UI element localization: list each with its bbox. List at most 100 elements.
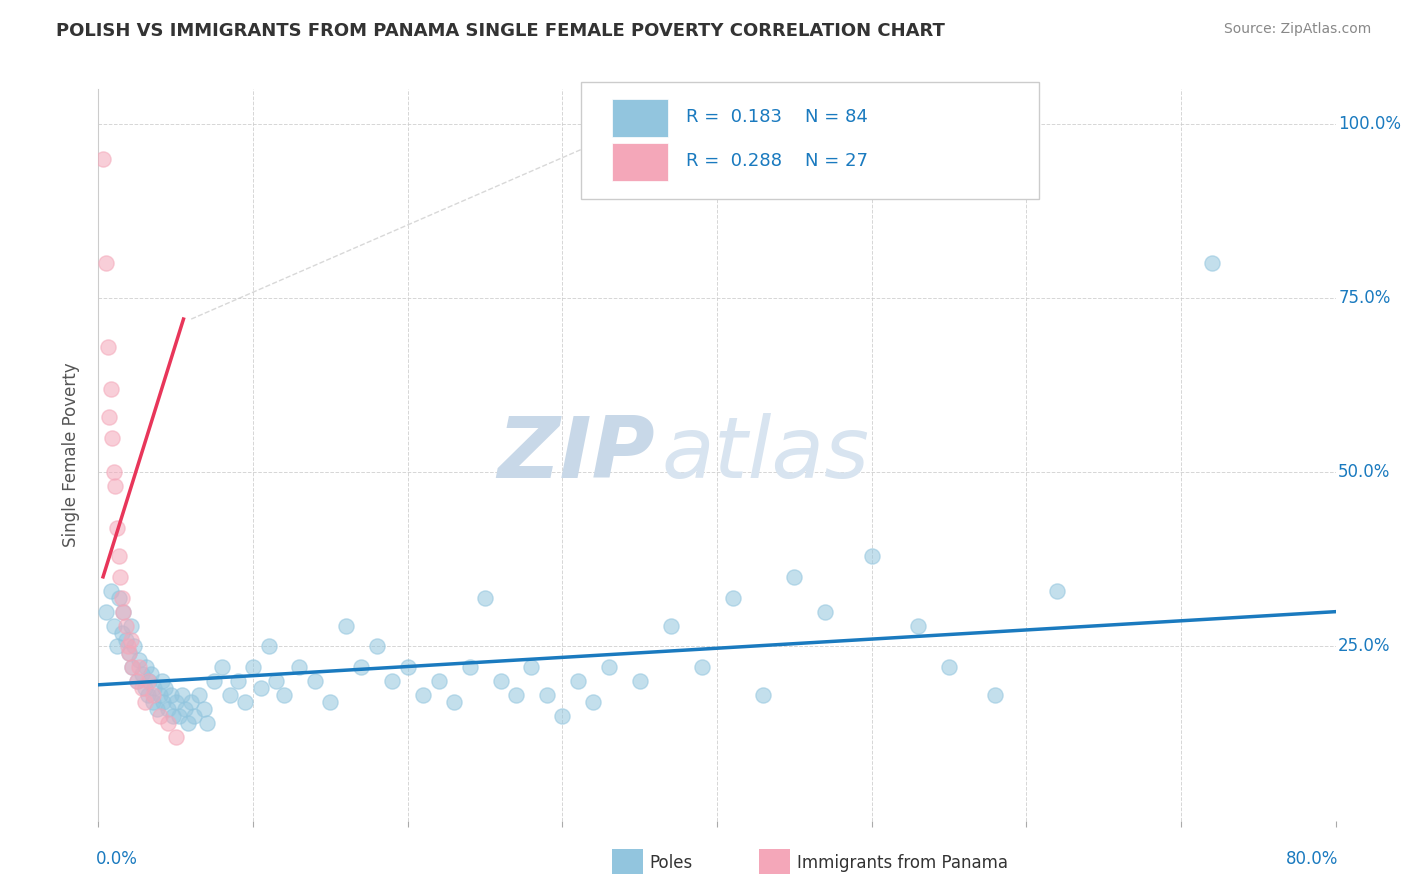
Y-axis label: Single Female Poverty: Single Female Poverty <box>62 363 80 547</box>
Point <box>628 674 651 689</box>
Point <box>111 591 132 605</box>
Text: 0.0%: 0.0% <box>96 850 138 868</box>
Point <box>165 730 187 744</box>
Point <box>104 479 127 493</box>
Point <box>233 695 257 709</box>
Point <box>350 660 373 674</box>
Point <box>195 716 218 731</box>
Point <box>183 709 205 723</box>
Point <box>474 591 496 605</box>
Point <box>264 674 288 689</box>
Point <box>257 640 280 654</box>
Point <box>458 660 481 674</box>
Point <box>536 688 558 702</box>
Point <box>112 605 135 619</box>
Point <box>97 340 120 354</box>
Point <box>117 640 139 654</box>
Point <box>91 152 114 166</box>
Point <box>96 256 118 270</box>
Point <box>984 688 1007 702</box>
Point <box>157 716 180 731</box>
Point <box>193 702 215 716</box>
Point <box>149 709 172 723</box>
Point <box>598 660 620 674</box>
Point <box>659 618 682 632</box>
Point <box>105 640 128 654</box>
Text: 80.0%: 80.0% <box>1286 850 1339 868</box>
Point <box>149 688 172 702</box>
Point <box>219 688 242 702</box>
Point <box>127 674 149 689</box>
Point <box>120 618 142 632</box>
Point <box>721 591 744 605</box>
Text: atlas: atlas <box>661 413 869 497</box>
Point <box>136 674 159 689</box>
Point <box>366 640 388 654</box>
Point <box>170 688 193 702</box>
Point <box>141 695 165 709</box>
Text: 75.0%: 75.0% <box>1339 289 1391 307</box>
Point <box>103 618 125 632</box>
Point <box>1046 583 1069 598</box>
Point <box>211 660 233 674</box>
Text: R =  0.183    N = 84: R = 0.183 N = 84 <box>686 108 868 126</box>
Point <box>131 667 153 681</box>
Point <box>551 709 574 723</box>
Point <box>120 632 142 647</box>
Point <box>100 382 122 396</box>
Point <box>107 549 129 563</box>
Point <box>860 549 883 563</box>
Text: Immigrants from Panama: Immigrants from Panama <box>797 854 1008 871</box>
Point <box>1201 256 1223 270</box>
Point <box>938 660 960 674</box>
Point <box>157 702 180 716</box>
Point <box>134 681 156 696</box>
Point <box>121 660 143 674</box>
Point <box>108 570 131 584</box>
Point <box>489 674 512 689</box>
Point <box>136 688 159 702</box>
Point <box>582 695 605 709</box>
Point <box>121 660 143 674</box>
Point <box>427 674 450 689</box>
Point <box>162 709 184 723</box>
Point <box>567 674 589 689</box>
Text: 100.0%: 100.0% <box>1339 115 1402 133</box>
Point <box>288 660 311 674</box>
Point <box>690 660 713 674</box>
Point <box>152 695 174 709</box>
Point <box>150 674 173 689</box>
Text: 25.0%: 25.0% <box>1339 638 1391 656</box>
Point <box>783 570 806 584</box>
Point <box>160 688 183 702</box>
Point <box>141 688 165 702</box>
Point <box>112 605 135 619</box>
Point <box>111 625 132 640</box>
Point <box>122 640 145 654</box>
Point <box>100 583 122 598</box>
Point <box>188 688 211 702</box>
Point <box>443 695 465 709</box>
Bar <box>612 143 668 180</box>
Point <box>118 647 141 661</box>
Point <box>143 681 166 696</box>
Point <box>165 695 187 709</box>
Point <box>396 660 419 674</box>
Point <box>103 466 125 480</box>
Point <box>146 702 169 716</box>
Point <box>105 521 128 535</box>
Point <box>128 660 150 674</box>
Point <box>273 688 295 702</box>
Point <box>226 674 249 689</box>
Point <box>250 681 273 696</box>
Point <box>412 688 434 702</box>
Point <box>907 618 929 632</box>
Point <box>167 709 190 723</box>
Point <box>134 695 156 709</box>
Point <box>204 674 226 689</box>
Point <box>520 660 543 674</box>
Text: R =  0.288    N = 27: R = 0.288 N = 27 <box>686 152 868 169</box>
Text: ZIP: ZIP <box>498 413 655 497</box>
Point <box>814 605 837 619</box>
Point <box>131 681 153 696</box>
